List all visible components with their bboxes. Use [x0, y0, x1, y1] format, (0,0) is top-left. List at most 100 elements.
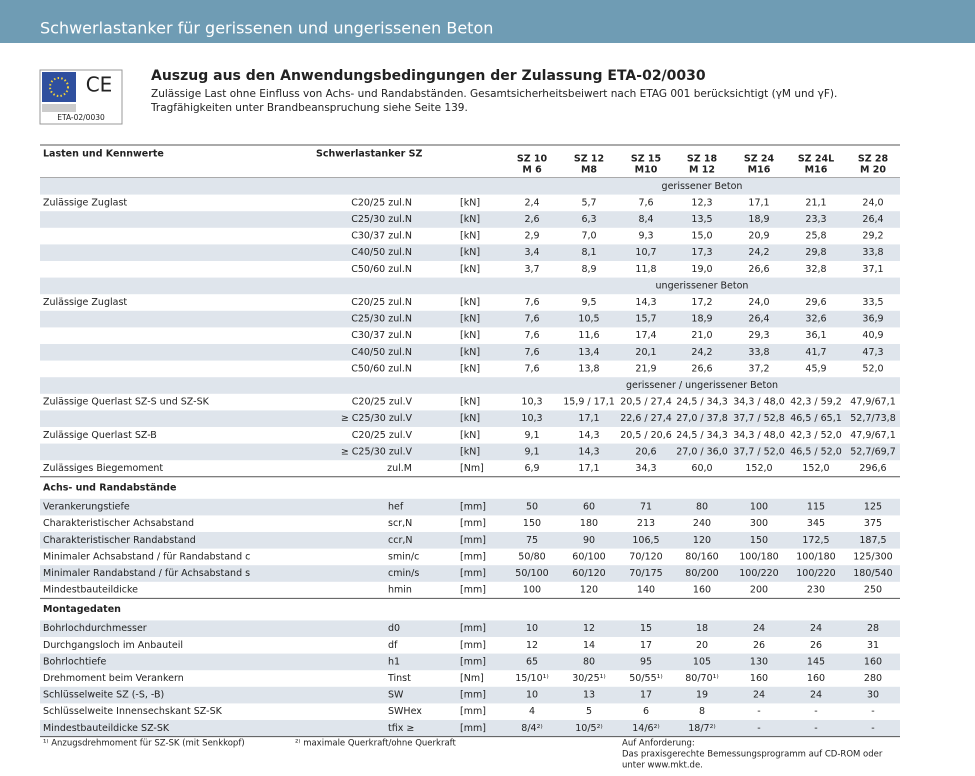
- cell-value: 20,5 / 20,6: [620, 430, 672, 441]
- cell-value: 12: [583, 623, 595, 634]
- row-label: Charakteristischer Randabstand: [43, 535, 196, 546]
- logo: CE ETA-02/0030: [39, 69, 123, 125]
- cell-value: 24,5 / 34,3: [676, 430, 728, 441]
- column-name: SZ 18: [687, 154, 718, 165]
- row-label: Mindestbauteildicke: [43, 585, 138, 596]
- row-unit: [mm]: [460, 502, 486, 513]
- cell-value: 40,9: [862, 330, 883, 341]
- column-thread: M16: [805, 165, 828, 176]
- condition-band: [40, 178, 900, 195]
- row-parameter: C50/60 zul.N: [351, 363, 412, 374]
- cell-value: 22,6 / 27,4: [620, 413, 672, 424]
- cell-value: 18/7²⁾: [688, 723, 715, 734]
- cell-value: 36,1: [805, 330, 826, 341]
- column-name: SZ 24L: [798, 154, 834, 165]
- cell-value: 10: [526, 623, 538, 634]
- cell-value: 19: [696, 690, 708, 701]
- cell-value: 105: [693, 656, 711, 667]
- cell-value: 26,4: [862, 214, 883, 225]
- cell-value: 100/180: [739, 551, 778, 562]
- cell-value: 15,0: [691, 231, 712, 242]
- cell-value: 15,9 / 17,1: [563, 397, 615, 408]
- row-unit: [mm]: [460, 535, 486, 546]
- cell-value: 100: [523, 585, 541, 596]
- row-band: [40, 244, 900, 261]
- row-label: Durchgangsloch im Anbauteil: [43, 640, 183, 651]
- row-parameter: SW: [388, 690, 404, 701]
- cell-value: 8: [699, 706, 705, 717]
- cell-value: 17,3: [691, 247, 712, 258]
- cell-value: 120: [580, 585, 598, 596]
- cell-value: 10,7: [635, 247, 656, 258]
- cell-value: 37,2: [748, 363, 769, 374]
- cell-value: 180/540: [853, 568, 892, 579]
- row-parameter: ccr,N: [388, 535, 412, 546]
- row-parameter: C25/30 zul.N: [351, 214, 412, 225]
- row-parameter: C40/50 zul.N: [351, 247, 412, 258]
- row-unit: [kN]: [460, 297, 480, 308]
- row-unit: [kN]: [460, 363, 480, 374]
- cell-value: 50/55¹⁾: [629, 673, 663, 684]
- cell-value: 33,5: [862, 297, 883, 308]
- cell-value: 37,7 / 52,0: [733, 446, 785, 457]
- cell-value: 17: [640, 640, 652, 651]
- row-unit: [kN]: [460, 446, 480, 457]
- row-parameter: scr,N: [388, 518, 412, 529]
- row-unit: [kN]: [460, 430, 480, 441]
- cell-value: 15,7: [635, 314, 656, 325]
- row-unit: [kN]: [460, 197, 480, 208]
- condition-label: ungerissener Beton: [656, 280, 749, 291]
- cell-value: 60: [583, 502, 595, 513]
- cell-value: 42,3 / 59,2: [790, 397, 842, 408]
- column-name: SZ 24: [744, 154, 775, 165]
- cell-value: 60/100: [572, 551, 605, 562]
- row-label: Zulässige Querlast SZ-B: [43, 430, 157, 441]
- cell-value: 18: [696, 623, 708, 634]
- row-label: Verankerungstiefe: [43, 502, 130, 513]
- cell-value: 100/220: [796, 568, 835, 579]
- row-unit: [mm]: [460, 551, 486, 562]
- row-label: Bohrlochdurchmesser: [43, 623, 147, 634]
- row-parameter: cmin/s: [388, 568, 419, 579]
- cell-value: -: [871, 723, 874, 734]
- cell-value: 31: [867, 640, 879, 651]
- row-band: [40, 443, 900, 461]
- row-band: [40, 720, 900, 737]
- row-parameter: Tinst: [387, 673, 411, 684]
- column-name: SZ 12: [574, 154, 604, 165]
- cell-value: 145: [807, 656, 825, 667]
- cell-value: 34,3: [635, 463, 656, 474]
- cell-value: 3,7: [524, 264, 539, 275]
- intro-line: Tragfähigkeiten unter Brandbeanspruchung…: [150, 102, 468, 114]
- row-label: Zulässige Querlast SZ-S und SZ-SK: [43, 397, 210, 408]
- row-label: Zulässige Zuglast: [43, 297, 127, 308]
- cell-value: 280: [864, 673, 882, 684]
- row-unit: [mm]: [460, 568, 486, 579]
- cell-value: 7,6: [524, 330, 539, 341]
- cell-value: 8,4: [638, 214, 653, 225]
- column-thread: M16: [748, 165, 771, 176]
- cell-value: 17,2: [691, 297, 712, 308]
- cell-value: 7,6: [524, 363, 539, 374]
- cell-value: 300: [750, 518, 768, 529]
- cell-value: 20,9: [748, 231, 769, 242]
- cell-value: 14: [583, 640, 595, 651]
- cell-value: 30/25¹⁾: [572, 673, 606, 684]
- condition-label: gerissener Beton: [662, 181, 743, 192]
- cell-value: 8,9: [581, 264, 596, 275]
- cell-value: 26,6: [691, 363, 712, 374]
- cell-value: 14,3: [635, 297, 656, 308]
- cell-value: 47,9/67,1: [850, 397, 896, 408]
- cell-value: 21,1: [805, 197, 826, 208]
- cell-value: 17,1: [578, 463, 599, 474]
- row-label: Bohrlochtiefe: [43, 656, 107, 667]
- cell-value: 18,9: [691, 314, 712, 325]
- cell-value: 125/300: [853, 551, 892, 562]
- cell-value: 50: [526, 502, 538, 513]
- cell-value: 5,7: [581, 197, 596, 208]
- cell-value: 46,5 / 52,0: [790, 446, 842, 457]
- cell-value: 80: [583, 656, 595, 667]
- row-parameter: smin/c: [388, 551, 419, 562]
